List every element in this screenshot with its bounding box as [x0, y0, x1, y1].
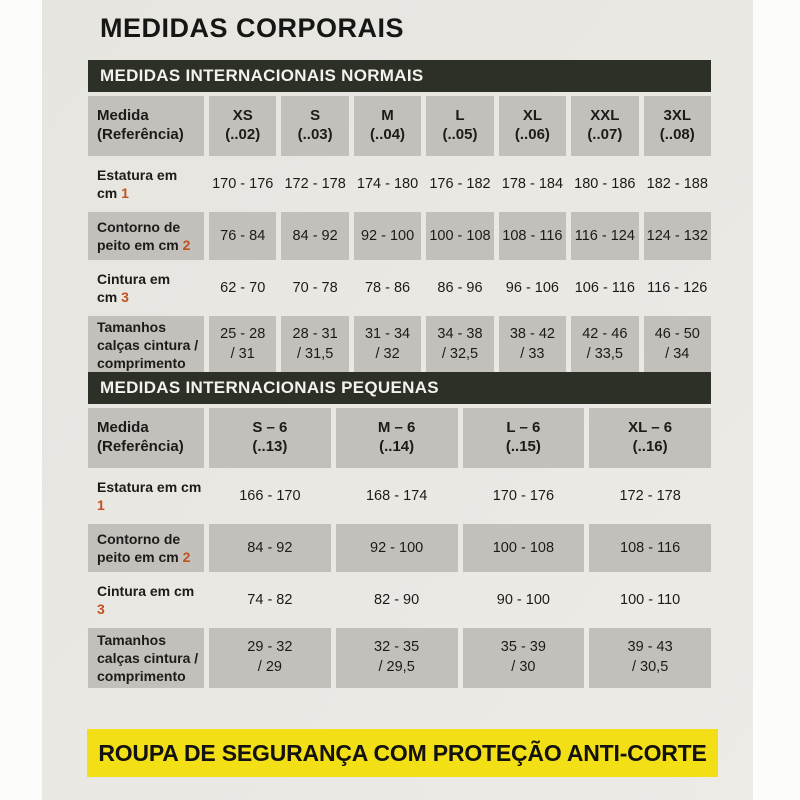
size-cell: 172 - 178 [619, 488, 681, 504]
footnote-number: 3 [121, 289, 129, 305]
column-header-row: Medida (Referência) XS (..02) S (..03) M… [88, 96, 711, 156]
column-header-s6: S – 6 (..13) [209, 408, 331, 468]
size-cell: 124 - 132 [643, 212, 711, 260]
size-cell: 96 - 106 [505, 280, 559, 296]
footnote-number: 1 [121, 185, 129, 201]
row-label-cell: Cintura em cm 3 [88, 264, 204, 312]
row-label-cell: Estatura em cm 1 [88, 472, 204, 520]
size-cell: 62 - 70 [220, 280, 266, 296]
size-cell: 100 - 108 [462, 524, 585, 572]
row-label-cell: Cintura em cm 3 [88, 576, 204, 624]
table-pequenas-header-bar: MEDIDAS INTERNACIONAIS PEQUENAS [88, 372, 711, 404]
footnote-number: 2 [182, 549, 191, 565]
size-cell: 34 - 38 / 32,5 [426, 316, 494, 374]
size-cell: 42 - 46 / 33,5 [571, 316, 639, 374]
size-cell: 166 - 170 [239, 488, 301, 504]
section-normais: MEDIDAS INTERNACIONAIS NORMAIS Medida (R… [88, 60, 711, 378]
table-row-contorno: Contorno de peito em cm 2 76 - 84 84 - 9… [88, 212, 711, 260]
size-cell: 106 - 116 [574, 280, 635, 296]
table-row-tamanhos: Tamanhos calças cintura / comprimento 29… [88, 628, 711, 688]
size-table-normais: Medida (Referência) XS (..02) S (..03) M… [83, 92, 716, 378]
size-cell: 84 - 92 [281, 212, 349, 260]
size-cell: 170 - 176 [492, 488, 555, 504]
column-header-l: L (..05) [426, 96, 494, 156]
size-cell: 100 - 110 [620, 592, 681, 608]
size-cell: 170 - 176 [212, 176, 274, 192]
row-label-cell: Tamanhos calças cintura / comprimento [88, 628, 204, 688]
size-cell: 108 - 116 [498, 212, 567, 260]
size-cell: 92 - 100 [335, 524, 458, 572]
size-cell: 74 - 82 [247, 592, 293, 608]
footnote-number: 1 [97, 497, 105, 513]
size-cell: 29 - 32 / 29 [209, 628, 331, 688]
size-cell: 31 - 34 / 32 [353, 316, 422, 374]
size-cell: 35 - 39 / 30 [462, 628, 585, 688]
size-cell: 84 - 92 [209, 524, 331, 572]
size-cell: 116 - 124 [571, 212, 639, 260]
row-label: Cintura em cm [97, 582, 195, 599]
row-label: Estatura em cm [97, 166, 178, 201]
section-pequenas: MEDIDAS INTERNACIONAIS PEQUENAS Medida (… [88, 372, 711, 692]
row-label: Tamanhos calças cintura / comprimento [97, 318, 199, 372]
size-cell: 82 - 90 [374, 592, 420, 608]
table-row-cintura: Cintura em cm 3 74 - 82 82 - 90 90 - 100… [88, 576, 711, 624]
footnote-number: 3 [97, 601, 105, 617]
row-label-cell: Contorno de peito em cm 2 [88, 524, 204, 572]
size-cell: 92 - 100 [353, 212, 422, 260]
size-cell: 70 - 78 [292, 280, 338, 296]
size-cell: 176 - 182 [429, 176, 491, 192]
size-cell: 180 - 186 [574, 176, 636, 192]
size-cell: 90 - 100 [496, 592, 550, 608]
column-header-l6: L – 6 (..15) [462, 408, 585, 468]
column-header-m: M (..04) [353, 96, 422, 156]
size-cell: 178 - 184 [501, 176, 564, 192]
row-label-cell: Estatura em cm 1 [88, 160, 204, 208]
column-header-xl: XL (..06) [498, 96, 567, 156]
row-label: Cintura em cm [97, 270, 171, 305]
size-cell: 172 - 178 [284, 176, 346, 192]
ref-header-cell: Medida (Referência) [88, 408, 204, 468]
column-header-s: S (..03) [281, 96, 349, 156]
row-label: Estatura em cm [97, 478, 202, 495]
column-header-m6: M – 6 (..14) [335, 408, 458, 468]
table-row-estatura: Estatura em cm 1 166 - 170 168 - 174 170… [88, 472, 711, 520]
page-title: MEDIDAS CORPORAIS [100, 13, 405, 43]
size-cell: 46 - 50 / 34 [643, 316, 711, 374]
size-cell: 32 - 35 / 29,5 [335, 628, 458, 688]
size-cell: 100 - 108 [426, 212, 494, 260]
table-normais-header-bar: MEDIDAS INTERNACIONAIS NORMAIS [88, 60, 711, 92]
size-cell: 86 - 96 [437, 280, 483, 296]
size-cell: 78 - 86 [364, 280, 411, 296]
row-label: Tamanhos calças cintura / comprimento [97, 631, 199, 685]
row-label: Contorno de peito em cm [97, 530, 181, 565]
ref-header-cell: Medida (Referência) [88, 96, 204, 156]
table-row-estatura: Estatura em cm 1 170 - 176 172 - 178 174… [88, 160, 711, 208]
table-row-tamanhos: Tamanhos calças cintura / comprimento 25… [88, 316, 711, 374]
size-cell: 108 - 116 [589, 524, 711, 572]
size-cell: 174 - 180 [356, 176, 419, 192]
column-header-xxl: XXL (..07) [571, 96, 639, 156]
row-label: Contorno de peito em cm [97, 218, 181, 253]
column-header-3xl: 3XL (..08) [643, 96, 711, 156]
size-table-pequenas: Medida (Referência) S – 6 (..13) M – 6 (… [83, 404, 716, 692]
column-header-xs: XS (..02) [209, 96, 277, 156]
column-header-row: Medida (Referência) S – 6 (..13) M – 6 (… [88, 408, 711, 468]
size-cell: 39 - 43 / 30,5 [589, 628, 711, 688]
table-row-contorno: Contorno de peito em cm 2 84 - 92 92 - 1… [88, 524, 711, 572]
column-header-xl6: XL – 6 (..16) [589, 408, 711, 468]
size-cell: 25 - 28 / 31 [209, 316, 277, 374]
table-row-cintura: Cintura em cm 3 62 - 70 70 - 78 78 - 86 … [88, 264, 711, 312]
size-cell: 168 - 174 [365, 488, 428, 504]
size-cell: 76 - 84 [209, 212, 277, 260]
size-cell: 38 - 42 / 33 [498, 316, 567, 374]
row-label-cell: Contorno de peito em cm 2 [88, 212, 204, 260]
safety-banner: ROUPA DE SEGURANÇA COM PROTEÇÃO ANTI-COR… [87, 729, 718, 777]
row-label-cell: Tamanhos calças cintura / comprimento [88, 316, 204, 374]
size-cell: 116 - 126 [647, 280, 708, 296]
size-cell: 182 - 188 [646, 176, 708, 192]
footnote-number: 2 [182, 237, 191, 253]
size-cell: 28 - 31 / 31,5 [281, 316, 349, 374]
